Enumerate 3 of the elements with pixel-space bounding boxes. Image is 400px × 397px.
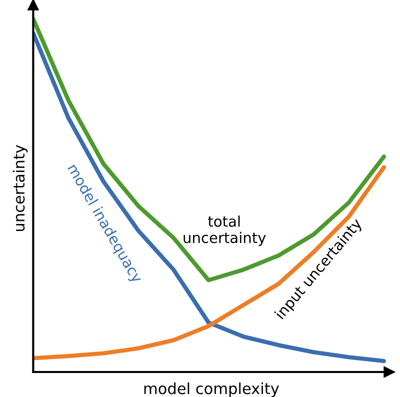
- series-label: total uncertainty: [184, 216, 266, 246]
- x-axis-title: model complexity: [144, 382, 279, 397]
- y-axis-title: uncertainty: [12, 144, 28, 231]
